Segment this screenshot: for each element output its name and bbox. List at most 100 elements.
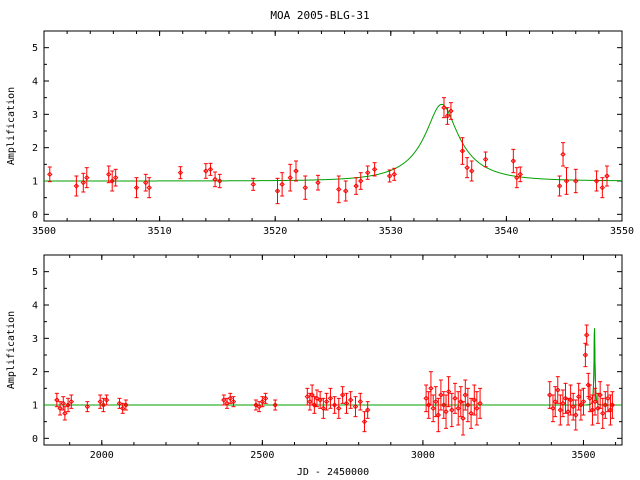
data-marker [560,400,566,407]
x-tick-label: 2500 [250,450,274,461]
data-point [73,175,80,197]
top-panel-y-axis-label: Amplification [6,87,17,165]
data-point [474,391,480,426]
data-marker [567,397,574,403]
data-marker [589,407,596,413]
data-point [582,342,589,368]
data-marker [364,169,371,176]
data-point [455,391,461,426]
data-point [371,162,378,177]
data-point [448,102,454,120]
data-point [449,392,455,428]
data-point [54,392,60,408]
data-point [65,397,71,413]
data-point [573,168,579,194]
data-marker [600,410,606,417]
data-marker [309,392,315,398]
data-point [570,392,576,421]
data-point [177,166,184,180]
data-point [578,389,584,421]
data-point [604,165,610,187]
data-point [327,387,334,409]
data-point [304,387,311,406]
data-marker [423,395,429,402]
data-point [302,175,308,200]
data-point [123,399,129,411]
data-marker [593,178,600,184]
data-marker [203,168,209,174]
data-marker [444,113,451,119]
data-marker [60,400,66,407]
data-marker [386,173,393,179]
data-marker [462,392,469,398]
data-point [444,107,451,125]
data-point [460,401,466,436]
data-marker [482,156,489,163]
data-point [358,172,364,190]
data-marker [352,403,359,410]
data-point [552,386,558,418]
data-marker [54,397,60,403]
data-point [227,392,233,404]
figure-title: MOA 2005-BLG-31 [270,9,369,22]
y-tick-label: 2 [32,367,38,378]
data-point [510,148,517,174]
data-point [106,165,112,184]
x-tick-label: 3000 [411,450,435,461]
data-point [567,384,574,416]
data-point [468,397,474,429]
data-marker [230,398,237,405]
data-marker [331,402,338,408]
data-marker [317,397,323,403]
data-point [465,387,471,423]
top-panel-model-curve [44,103,623,182]
data-marker [438,392,444,398]
data-marker [455,405,461,412]
data-marker [555,387,561,393]
data-marker [68,398,75,405]
data-point [471,384,477,416]
data-point [68,394,75,409]
data-point [352,396,359,418]
data-point [47,166,53,183]
data-marker [80,179,87,186]
data-marker [221,397,227,403]
data-marker [302,184,308,191]
bottom-panel-ticks [44,255,622,445]
y-tick-label: 5 [32,267,38,278]
model-curve [44,332,622,406]
data-marker [357,398,364,405]
data-marker [358,178,364,184]
data-point [459,137,466,165]
data-point [391,167,397,181]
data-point [62,406,68,421]
data-marker [599,184,606,191]
top-panel-data-points [47,97,610,205]
x-tick-label: 3500 [571,450,595,461]
data-marker [353,183,359,189]
data-marker [62,410,68,417]
data-point [320,397,327,419]
data-marker [84,174,90,181]
data-marker [336,405,342,412]
data-point [207,162,214,176]
bottom-panel: 2000 2500 3000 3500 0 1 2 3 4 5 Amplification [6,254,623,461]
data-point [563,167,570,195]
data-point [560,389,566,418]
data-marker [580,398,587,405]
data-marker [143,179,149,186]
data-marker [468,410,474,417]
data-marker [587,395,593,402]
data-marker [343,400,350,407]
bottom-panel-model-curve [44,328,622,406]
data-point [587,384,593,413]
data-point [314,389,320,408]
data-marker [371,166,378,173]
data-marker [272,402,278,408]
data-marker [103,397,110,403]
data-point [589,394,596,426]
data-marker [435,412,442,418]
bottom-panel-data-points [54,324,616,436]
data-marker [448,108,454,114]
data-point [386,169,393,183]
